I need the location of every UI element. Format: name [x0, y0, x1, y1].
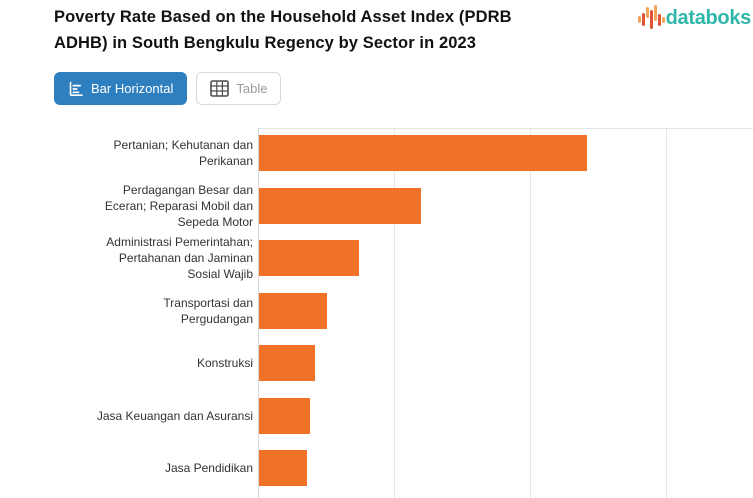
databoks-logo[interactable]: databoks	[637, 3, 752, 33]
tab-bar-horizontal-label: Bar Horizontal	[91, 81, 174, 96]
category-label: Konstruksi	[196, 356, 253, 370]
page-title: Poverty Rate Based on the Household Asse…	[54, 5, 614, 56]
category-label: Pertanian; Kehutanan dan Perikanan	[113, 138, 253, 168]
tab-table-label: Table	[236, 81, 268, 96]
category-label: Transportasi dan Pergudangan	[163, 295, 253, 326]
chart-bar-row: Perdagangan Besar dan Eceran; Reparasi Mo…	[0, 183, 753, 229]
horizontal-bar-chart: Pertanian; Kehutanan dan Perikanan Perdaga…	[0, 128, 753, 498]
chart-bar-row: Administrasi Pemerintahan; Pertahanan dan…	[0, 235, 753, 281]
logo-bar	[645, 7, 649, 18]
category-label: Perdagangan Besar dan Eceran; Reparasi Mo…	[104, 182, 253, 229]
bar-7[interactable]	[259, 450, 307, 486]
bar-3[interactable]	[259, 240, 359, 276]
chart-bar-row: Transportasi dan Pergudangan	[0, 292, 753, 329]
category-label: Administrasi Pemerintahan; Pertahanan dan…	[106, 235, 253, 281]
plot-top-border	[258, 128, 753, 129]
chart-bar-row: Pertanian; Kehutanan dan Perikanan	[0, 135, 753, 171]
category-label: Jasa Keuangan dan Asuransi	[96, 408, 253, 423]
databoks-logo-icon	[637, 4, 665, 32]
page-title-line-1: Poverty Rate Based on the Household Asse…	[54, 8, 512, 26]
table-icon	[210, 80, 230, 97]
chart-view-tabs: Bar Horizontal Table	[54, 72, 282, 105]
bar-4[interactable]	[259, 292, 327, 329]
y-axis-line	[258, 128, 259, 498]
bar-6[interactable]	[259, 397, 310, 434]
chart-bar-row: Jasa Pendidikan	[0, 450, 753, 486]
category-label: Jasa Pendidikan	[164, 461, 253, 475]
bar-horizontal-icon	[68, 81, 84, 97]
bar-1[interactable]	[259, 135, 587, 171]
bar-5[interactable]	[259, 345, 315, 381]
chart-bar-row: Konstruksi	[0, 345, 753, 381]
page-title-line-2: ADHB) in South Bengkulu Regency by Secto…	[54, 33, 477, 52]
tab-table[interactable]: Table	[196, 72, 282, 105]
logo-bar	[641, 13, 645, 26]
logo-bar	[661, 17, 665, 23]
tab-bar-horizontal[interactable]: Bar Horizontal	[54, 72, 188, 105]
gridline-1	[394, 128, 395, 498]
bar-2[interactable]	[259, 187, 421, 224]
logo-bar	[657, 14, 661, 26]
gridline-2	[530, 128, 531, 498]
logo-bar	[637, 16, 641, 23]
databoks-logo-text: databoks	[665, 6, 752, 29]
logo-bar	[653, 5, 657, 21]
chart-bar-row: Jasa Keuangan dan Asuransi	[0, 397, 753, 434]
gridline-3	[666, 128, 667, 498]
logo-bar	[649, 10, 653, 29]
